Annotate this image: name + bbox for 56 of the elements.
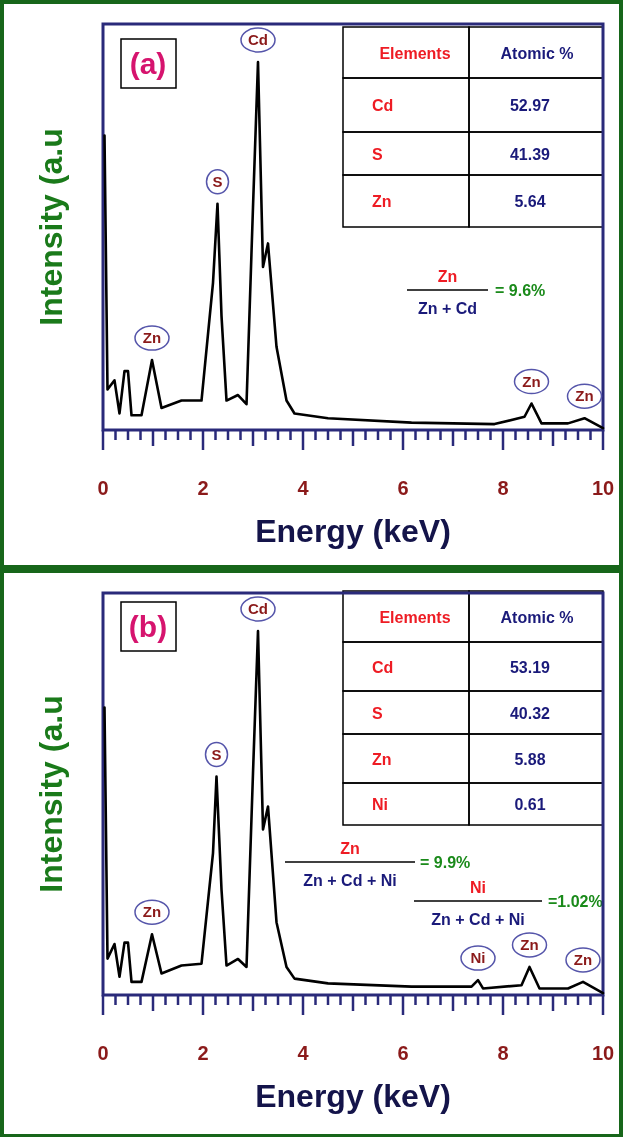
annotation: S <box>211 745 222 763</box>
x-tick-label: 6 <box>397 1042 409 1064</box>
annotation: = 9.9% <box>420 854 471 871</box>
annotation: Cd <box>248 31 268 48</box>
annotation: Ni <box>372 796 388 813</box>
text: Elements <box>379 44 451 62</box>
annotation: Zn + Cd + Ni <box>431 911 525 928</box>
text: Atomic % <box>500 44 574 62</box>
x-tick-label: 4 <box>297 1042 310 1064</box>
annotation: 41.39 <box>509 145 551 163</box>
x-tick-label: 0 <box>97 1042 109 1064</box>
x-tick-label: 6 <box>397 477 409 499</box>
x-tick-label: 2 <box>197 1042 209 1064</box>
x-tick-label: 10 <box>591 1042 615 1064</box>
annotation: Ni <box>470 949 486 967</box>
annotation: Zn <box>372 750 392 768</box>
x-tick-label: 4 <box>297 477 310 499</box>
annotation: Zn <box>575 387 594 405</box>
annotation: Cd <box>372 97 394 114</box>
annotation: Zn <box>372 193 392 210</box>
x-tick-label: 0 <box>97 477 109 499</box>
annotation: Zn <box>340 840 360 857</box>
x-tick-label: 10 <box>591 477 615 499</box>
annotation: 52.97 <box>509 97 551 114</box>
annotation: Zn <box>142 329 162 347</box>
annotation: S <box>372 704 383 722</box>
chart-title: (a) <box>129 47 167 80</box>
y-axis-title: Intensity (a.u <box>33 128 69 326</box>
annotation: = 9.6% <box>495 282 546 299</box>
annotation: 0.61 <box>514 796 546 813</box>
x-tick-label: 2 <box>197 477 209 499</box>
annotation: S <box>372 145 383 163</box>
annotation: =1.02% <box>548 893 603 910</box>
annotation: Cd <box>372 658 394 676</box>
x-tick-label: 8 <box>497 477 509 499</box>
y-axis-title: Intensity (a.u <box>33 695 69 893</box>
annotation: 5.64 <box>514 193 546 210</box>
text: Elements <box>379 608 451 626</box>
annotation: Zn <box>142 903 162 921</box>
annotation: Zn <box>522 372 541 390</box>
annotation: Zn <box>437 268 458 285</box>
annotation: Cd <box>248 600 268 617</box>
annotation: Zn <box>573 950 593 968</box>
x-axis-title: Energy (keV) <box>255 1078 451 1114</box>
annotation: S <box>212 172 223 190</box>
annotation: Ni <box>470 879 486 896</box>
annotation: 40.32 <box>509 704 551 722</box>
text: Atomic % <box>500 608 574 626</box>
annotation: 5.88 <box>514 750 546 768</box>
x-axis-title: Energy (keV) <box>255 513 451 549</box>
x-tick-label: 8 <box>497 1042 509 1064</box>
annotation: Zn <box>520 935 539 953</box>
annotation: Zn + Cd <box>417 300 478 317</box>
annotation: 53.19 <box>509 658 551 676</box>
chart-title: (b) <box>128 610 168 643</box>
annotation: Zn + Cd + Ni <box>303 872 397 889</box>
